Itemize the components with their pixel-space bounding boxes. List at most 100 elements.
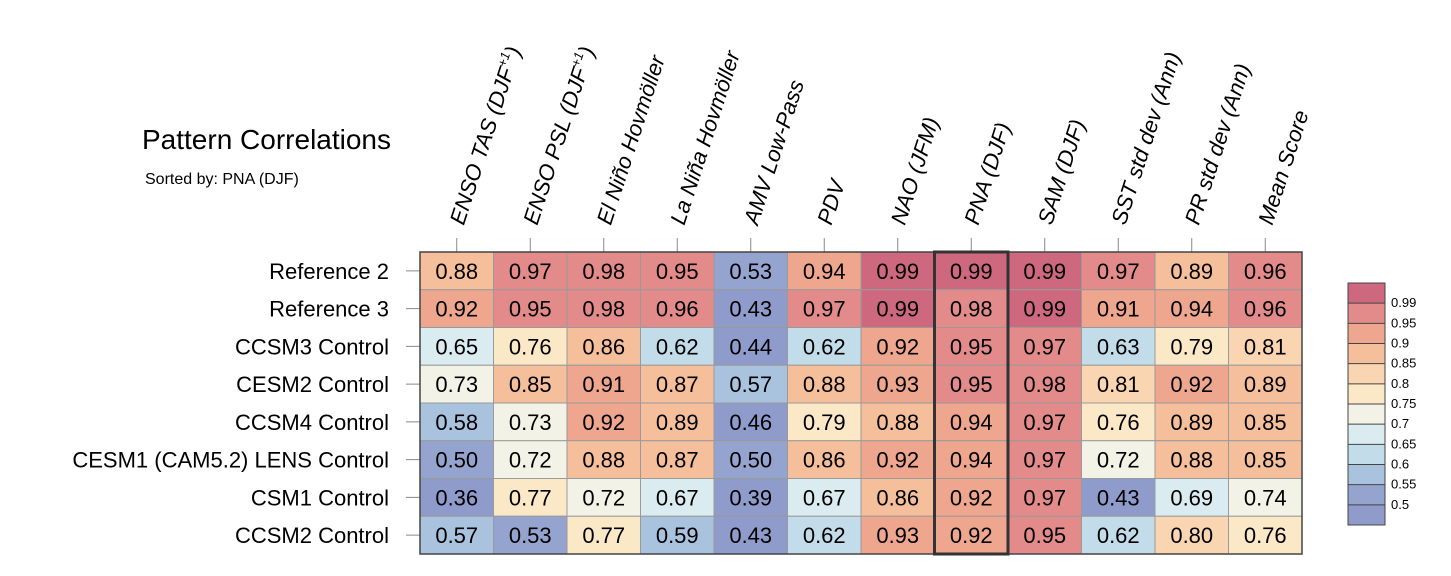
row-label-reference-2: Reference 2 — [269, 259, 389, 284]
heatmap-cell — [640, 364, 715, 404]
colorbar-label: 0.75 — [1391, 396, 1416, 411]
column-label-sst-std-dev-ann: SST std dev (Ann) — [1106, 49, 1185, 228]
cell-value: 0.88 — [1170, 448, 1213, 473]
cell-value: 0.79 — [803, 410, 846, 435]
heatmap-cell — [1007, 364, 1082, 404]
cell-value: 0.98 — [582, 259, 625, 284]
column-labels: ENSO TAS (DJF+1)ENSO PSL (DJF+1)El Niño … — [444, 43, 1314, 252]
heatmap-cell — [1154, 402, 1229, 442]
cell-value: 0.92 — [950, 523, 993, 548]
cell-value: 0.76 — [509, 334, 552, 359]
cell-value: 0.89 — [1170, 410, 1213, 435]
cell-value: 0.85 — [1244, 410, 1287, 435]
heatmap-cell — [934, 478, 1009, 517]
colorbar-label: 0.7 — [1391, 416, 1409, 431]
colorbar-bin — [1348, 484, 1385, 505]
cell-value: 0.92 — [876, 448, 919, 473]
heatmap-cell — [566, 251, 641, 291]
heatmap-cell — [1007, 327, 1082, 366]
heatmap-cell — [493, 289, 568, 328]
heatmap-cell — [1007, 289, 1082, 328]
column-label-la-ni-a-hovm-ller: La Niña Hovmöller — [665, 46, 745, 227]
heatmap-cell — [493, 327, 568, 366]
cell-value: 0.39 — [729, 485, 772, 510]
column-label-pr-std-dev-ann: PR std dev (Ann) — [1180, 61, 1256, 228]
cell-value: 0.99 — [876, 259, 919, 284]
heatmap-cell — [713, 364, 788, 404]
heatmap-cell — [493, 478, 568, 517]
heatmap-cell — [1154, 515, 1229, 555]
colorbar-bin — [1348, 404, 1385, 425]
cell-value: 0.92 — [876, 334, 919, 359]
colorbar-label: 0.6 — [1391, 457, 1409, 472]
cell-value: 0.72 — [1097, 448, 1140, 473]
cell-value: 0.89 — [656, 410, 699, 435]
heatmap-cell — [566, 364, 641, 404]
cell-value: 0.92 — [1170, 372, 1213, 397]
heatmap-cell — [566, 402, 641, 442]
cell-value: 0.85 — [1244, 448, 1287, 473]
heatmap-cell — [1154, 440, 1229, 479]
heatmap-cell — [713, 478, 788, 517]
heatmap-cell — [419, 478, 494, 517]
heatmap-cell — [419, 289, 494, 328]
cell-value: 0.88 — [876, 410, 919, 435]
heatmap-cell — [566, 515, 641, 555]
cell-value: 0.97 — [1023, 410, 1066, 435]
heatmap-cell — [713, 289, 788, 328]
heatmap-cell — [1081, 364, 1156, 404]
cell-value: 0.65 — [435, 334, 478, 359]
highlight-column-border — [933, 250, 1010, 556]
heatmap-cell — [640, 478, 715, 517]
cell-value: 0.76 — [1244, 523, 1287, 548]
cell-value: 0.99 — [950, 259, 993, 284]
cell-value: 0.97 — [803, 297, 846, 322]
cell-value: 0.96 — [1244, 259, 1287, 284]
heatmap-cell — [1154, 364, 1229, 404]
colorbar-bin — [1348, 383, 1385, 404]
row-label-cesm1-cam5-2-lens-control: CESM1 (CAM5.2) LENS Control — [72, 448, 389, 473]
cell-value: 0.96 — [656, 297, 699, 322]
column-label-amv-low-pass: AMV Low-Pass — [738, 77, 809, 230]
colorbar-label: 0.55 — [1391, 477, 1416, 492]
heatmap-cell — [713, 402, 788, 442]
heatmap-cell — [640, 251, 715, 291]
cell-value: 0.95 — [950, 372, 993, 397]
cell-value: 0.46 — [729, 410, 772, 435]
colorbar-bin — [1348, 303, 1385, 324]
cell-value: 0.63 — [1097, 334, 1140, 359]
heatmap-cell — [1228, 402, 1303, 442]
column-label-sam-djf: SAM (DJF) — [1033, 116, 1090, 227]
row-label-csm1-control: CSM1 Control — [251, 485, 389, 510]
colorbar-legend: 0.99 0.95 0.9 0.85 0.8 0.75 0.7 0.65 0.6 0.55 0.5 — [1347, 282, 1416, 526]
cell-value: 0.94 — [803, 259, 846, 284]
cell-value: 0.89 — [1244, 372, 1287, 397]
cell-value: 0.43 — [729, 523, 772, 548]
cell-value: 0.69 — [1170, 485, 1213, 510]
cell-value: 0.62 — [803, 523, 846, 548]
heatmap-cell — [493, 515, 568, 555]
heatmap-cell — [1228, 289, 1303, 328]
cell-value: 0.73 — [435, 372, 478, 397]
cell-value: 0.62 — [803, 334, 846, 359]
cell-value: 0.99 — [1023, 297, 1066, 322]
heatmap-cell — [1081, 327, 1156, 366]
cell-value: 0.72 — [582, 485, 625, 510]
cell-value: 0.73 — [509, 410, 552, 435]
colorbar-label: 0.9 — [1391, 336, 1409, 351]
cell-value: 0.97 — [1023, 334, 1066, 359]
column-label-enso-tas-djf-1: ENSO TAS (DJF+1) — [444, 43, 526, 228]
heatmap-cell — [713, 515, 788, 555]
cell-value: 0.87 — [656, 372, 699, 397]
cell-value: 0.59 — [656, 523, 699, 548]
colorbar-bin — [1348, 323, 1385, 344]
cell-value: 0.99 — [1023, 259, 1066, 284]
heatmap-cell — [1228, 515, 1303, 555]
cell-value: 0.98 — [582, 297, 625, 322]
column-label-nao-jfm: NAO (JFM) — [886, 114, 944, 227]
cell-value: 0.98 — [1023, 372, 1066, 397]
column-label-el-ni-o-hovm-ller: El Niño Hovmöller — [592, 51, 671, 228]
heatmap-cell — [787, 289, 862, 328]
cell-value: 0.67 — [803, 485, 846, 510]
heatmap-cell — [1007, 478, 1082, 517]
